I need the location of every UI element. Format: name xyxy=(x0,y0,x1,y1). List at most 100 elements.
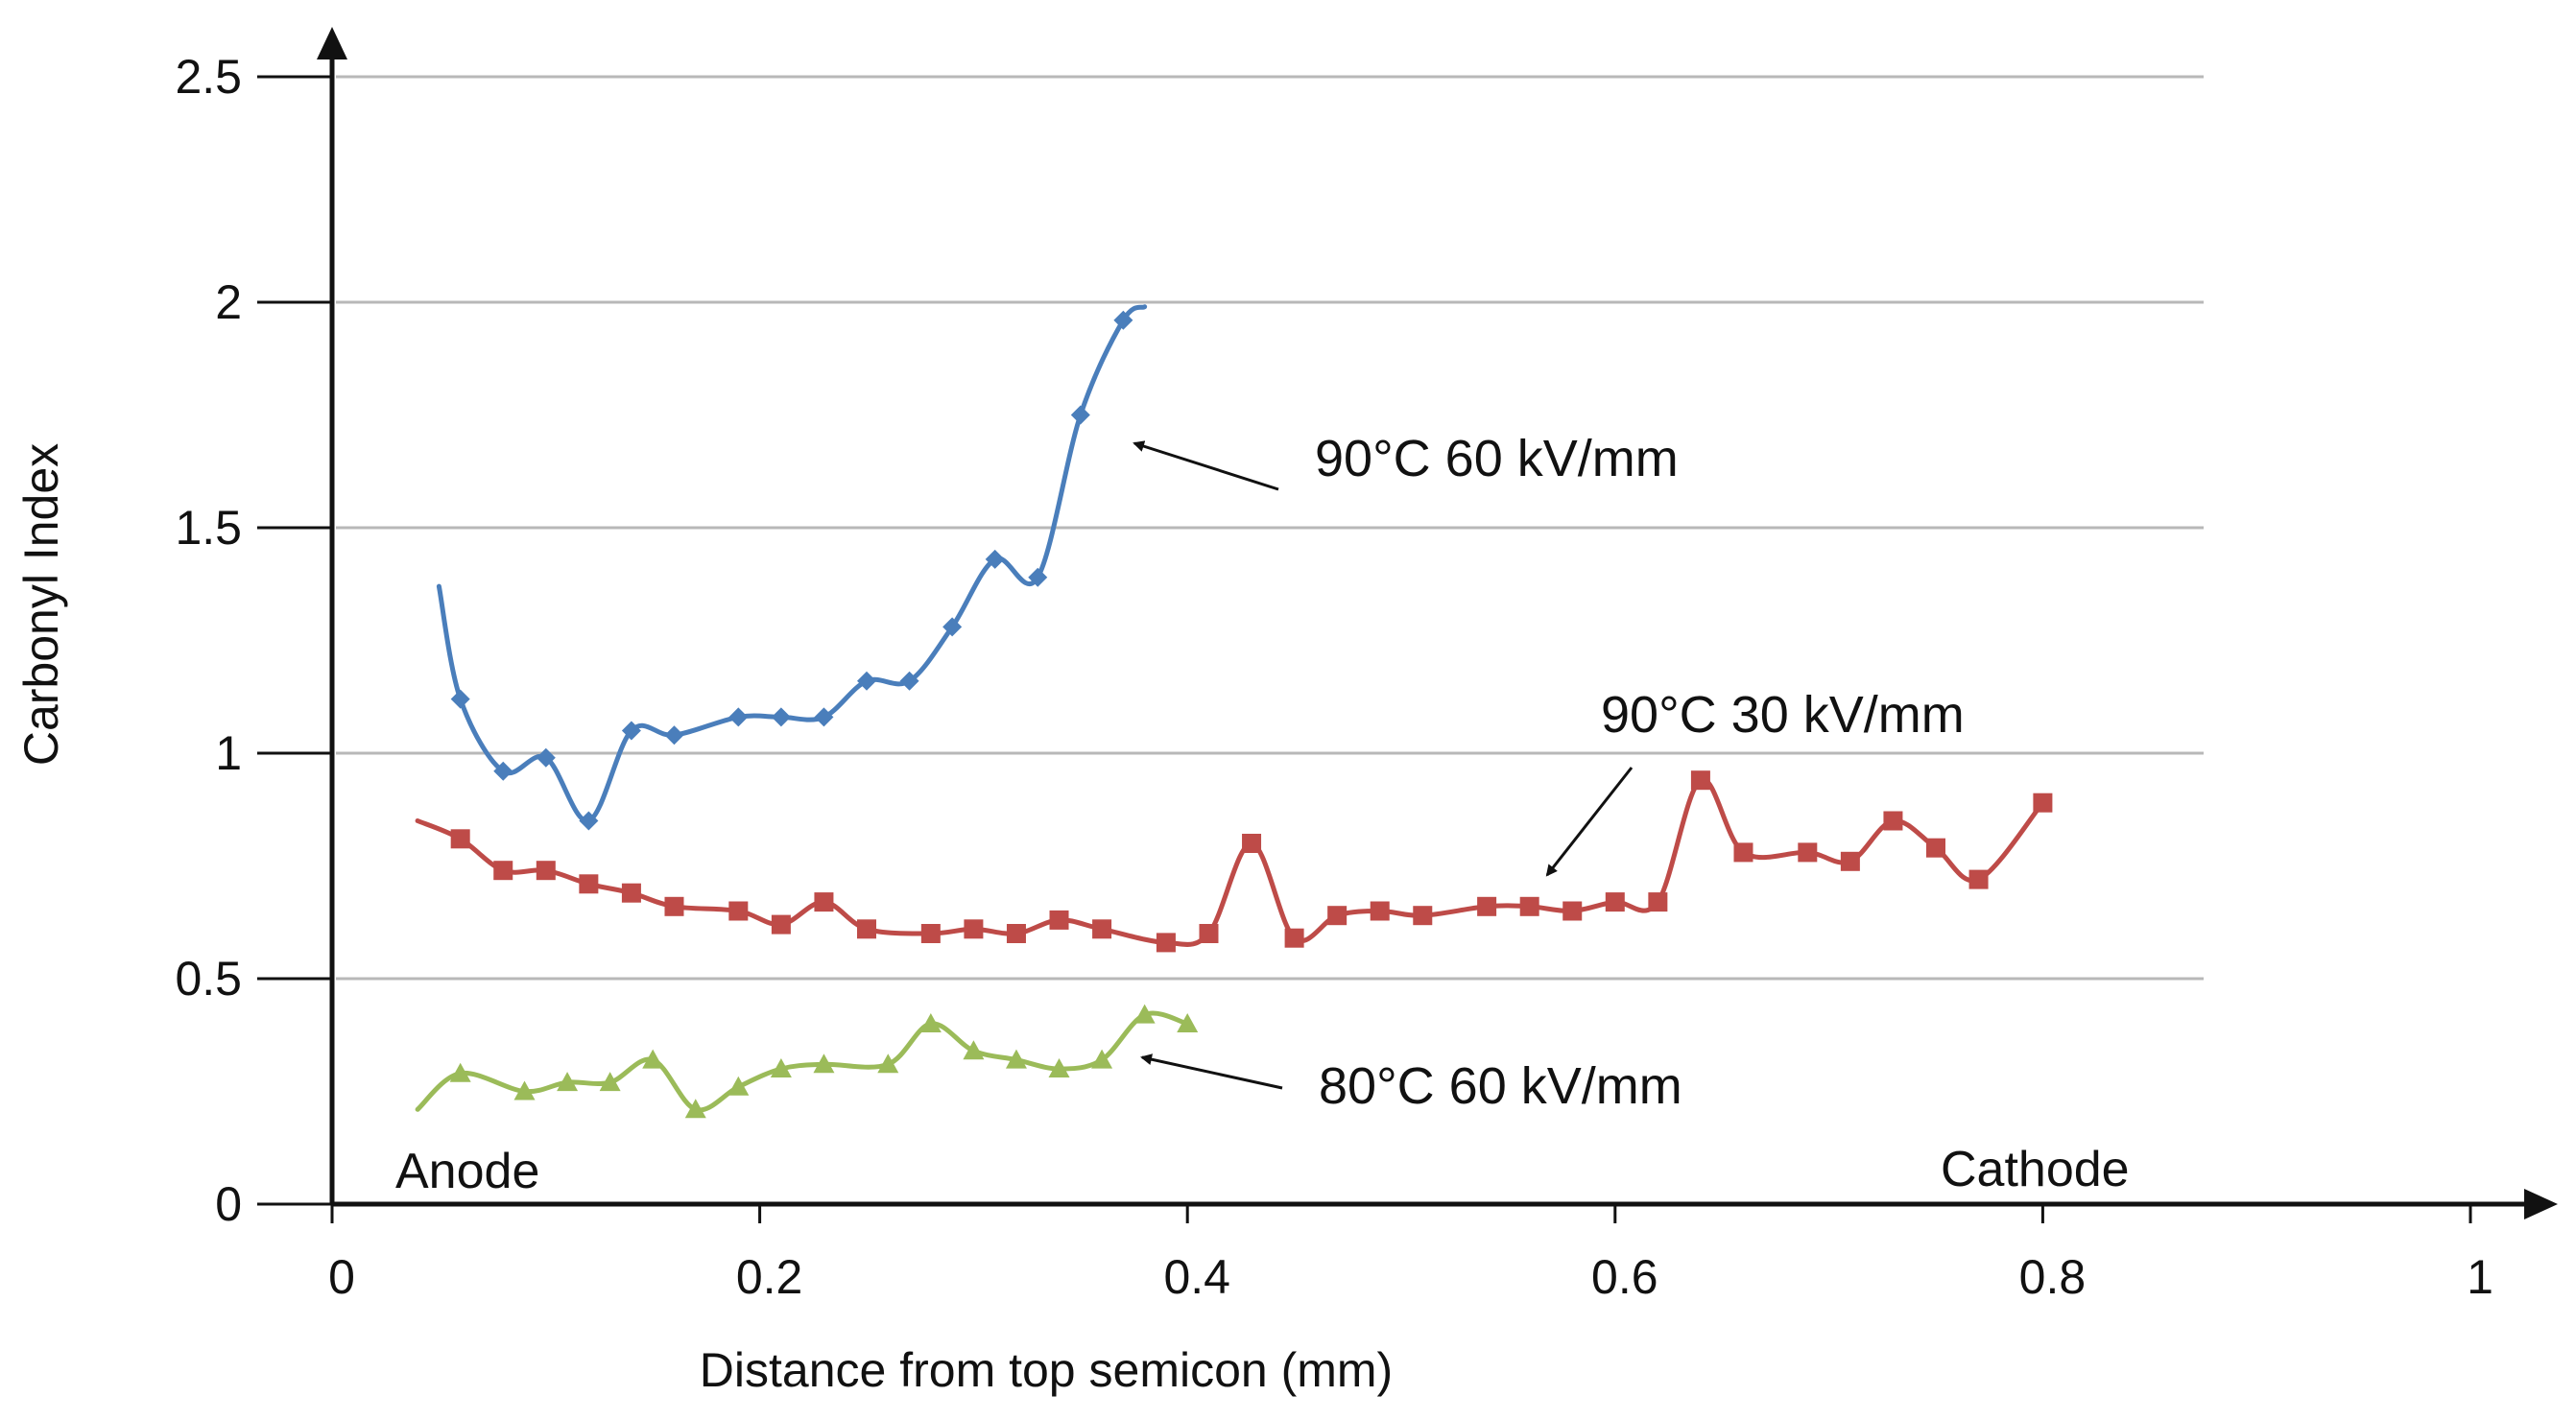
series-line-0 xyxy=(436,304,1148,823)
series-lines xyxy=(415,304,2053,1119)
data-point-1-0 xyxy=(450,829,470,849)
x-tick-label-4: 0.8 xyxy=(2019,1250,2087,1304)
data-point-1-30 xyxy=(1840,851,1860,871)
data-point-1-23 xyxy=(1519,896,1539,916)
data-point-1-13 xyxy=(1049,910,1069,930)
data-point-1-7 xyxy=(771,914,791,935)
x-tick-label-3: 0.6 xyxy=(1591,1250,1658,1304)
data-point-1-4 xyxy=(621,883,641,903)
data-point-0-11 xyxy=(942,617,963,637)
cathode-label: Cathode xyxy=(1941,1142,2130,1197)
data-point-1-3 xyxy=(579,874,599,894)
data-point-2-10 xyxy=(919,1013,942,1032)
annotation-90c-60kv: 90°C 60 kV/mm xyxy=(1315,430,1679,487)
data-point-1-33 xyxy=(1968,869,1989,889)
data-point-1-6 xyxy=(728,901,749,921)
data-point-0-15 xyxy=(1113,310,1133,330)
data-point-1-24 xyxy=(1562,901,1583,921)
data-point-2-2 xyxy=(557,1072,579,1092)
data-point-1-2 xyxy=(536,861,556,881)
y-tick-label-5: 2.5 xyxy=(175,50,242,104)
data-point-1-29 xyxy=(1798,842,1818,863)
data-point-0-14 xyxy=(1070,405,1090,425)
axes: 0 0.5 1 1.5 2 2.5 0 0.2 0.4 0.6 0.8 1 xyxy=(175,27,2558,1304)
data-point-1-1 xyxy=(493,861,513,881)
arrow-90c-30kv xyxy=(1545,767,1634,877)
data-point-0-0 xyxy=(450,689,470,709)
data-point-2-9 xyxy=(877,1053,899,1074)
y-tick-label-2: 1 xyxy=(215,726,242,780)
data-point-2-4 xyxy=(642,1049,664,1069)
x-tick-label-0: 0 xyxy=(328,1250,355,1304)
data-point-1-11 xyxy=(964,919,984,939)
data-point-1-27 xyxy=(1690,770,1710,791)
data-point-1-26 xyxy=(1648,892,1668,912)
x-tick-label-2: 0.4 xyxy=(1163,1250,1230,1304)
x-axis-title: Distance from top semicon (mm) xyxy=(700,1343,1393,1397)
data-point-1-10 xyxy=(920,924,941,943)
data-point-1-18 xyxy=(1284,928,1304,948)
series-line-2 xyxy=(415,1010,1190,1113)
data-point-0-1 xyxy=(493,761,513,781)
series-1 xyxy=(415,770,2053,953)
data-point-2-15 xyxy=(1133,1004,1156,1024)
data-point-0-13 xyxy=(1028,567,1048,587)
data-point-1-25 xyxy=(1605,892,1625,912)
data-point-1-21 xyxy=(1413,906,1433,926)
series-line-1 xyxy=(415,777,2045,947)
data-point-0-9 xyxy=(857,671,876,691)
series-0 xyxy=(436,304,1148,831)
y-axis-arrow xyxy=(317,27,347,59)
data-point-1-28 xyxy=(1733,842,1753,863)
x-tick-label-1: 0.2 xyxy=(736,1250,803,1304)
annotation-90c-30kv: 90°C 30 kV/mm xyxy=(1601,686,1965,744)
data-point-1-15 xyxy=(1156,933,1176,953)
data-point-1-8 xyxy=(814,892,834,912)
data-point-1-9 xyxy=(857,919,876,939)
gridlines xyxy=(336,75,2204,981)
data-point-1-20 xyxy=(1370,901,1390,921)
anode-label: Anode xyxy=(395,1144,539,1199)
data-point-1-31 xyxy=(1883,811,1903,831)
data-point-0-5 xyxy=(664,725,684,746)
data-point-0-7 xyxy=(771,707,791,727)
data-point-2-13 xyxy=(1048,1058,1070,1077)
data-point-1-16 xyxy=(1199,924,1219,943)
data-point-0-8 xyxy=(814,707,834,727)
arrow-80c-60kv xyxy=(1140,1053,1283,1090)
data-point-0-3 xyxy=(579,811,599,831)
data-point-1-5 xyxy=(664,896,684,916)
data-point-2-14 xyxy=(1091,1049,1113,1069)
data-point-0-2 xyxy=(536,747,556,768)
y-tick-label-1: 0.5 xyxy=(175,952,242,1006)
data-point-0-12 xyxy=(985,549,1005,569)
data-point-1-34 xyxy=(2033,793,2053,813)
y-axis-title: Carbonyl Index xyxy=(14,443,68,766)
data-point-0-4 xyxy=(621,721,641,741)
data-point-2-7 xyxy=(770,1058,792,1077)
x-axis-arrow xyxy=(2524,1189,2558,1219)
data-point-2-11 xyxy=(963,1040,985,1060)
data-point-2-8 xyxy=(813,1053,835,1074)
data-point-0-10 xyxy=(899,671,919,691)
arrow-90c-60kv xyxy=(1133,440,1279,491)
series-2 xyxy=(415,1004,1199,1119)
data-point-1-14 xyxy=(1092,919,1112,939)
data-point-1-32 xyxy=(1926,838,1945,858)
data-point-2-5 xyxy=(684,1099,706,1119)
data-point-1-12 xyxy=(1006,924,1026,943)
y-tick-label-0: 0 xyxy=(215,1177,242,1231)
y-tick-label-4: 2 xyxy=(215,275,242,329)
data-point-2-0 xyxy=(449,1062,471,1082)
data-point-2-3 xyxy=(599,1072,621,1092)
data-point-1-17 xyxy=(1242,834,1262,853)
data-point-2-16 xyxy=(1177,1013,1199,1032)
data-point-1-19 xyxy=(1327,906,1348,926)
x-tick-label-5: 1 xyxy=(2467,1250,2493,1304)
annotation-80c-60kv: 80°C 60 kV/mm xyxy=(1319,1057,1682,1115)
y-tick-label-3: 1.5 xyxy=(175,501,242,555)
data-point-2-1 xyxy=(513,1080,536,1100)
data-point-2-12 xyxy=(1005,1049,1027,1069)
data-point-0-6 xyxy=(728,707,749,727)
